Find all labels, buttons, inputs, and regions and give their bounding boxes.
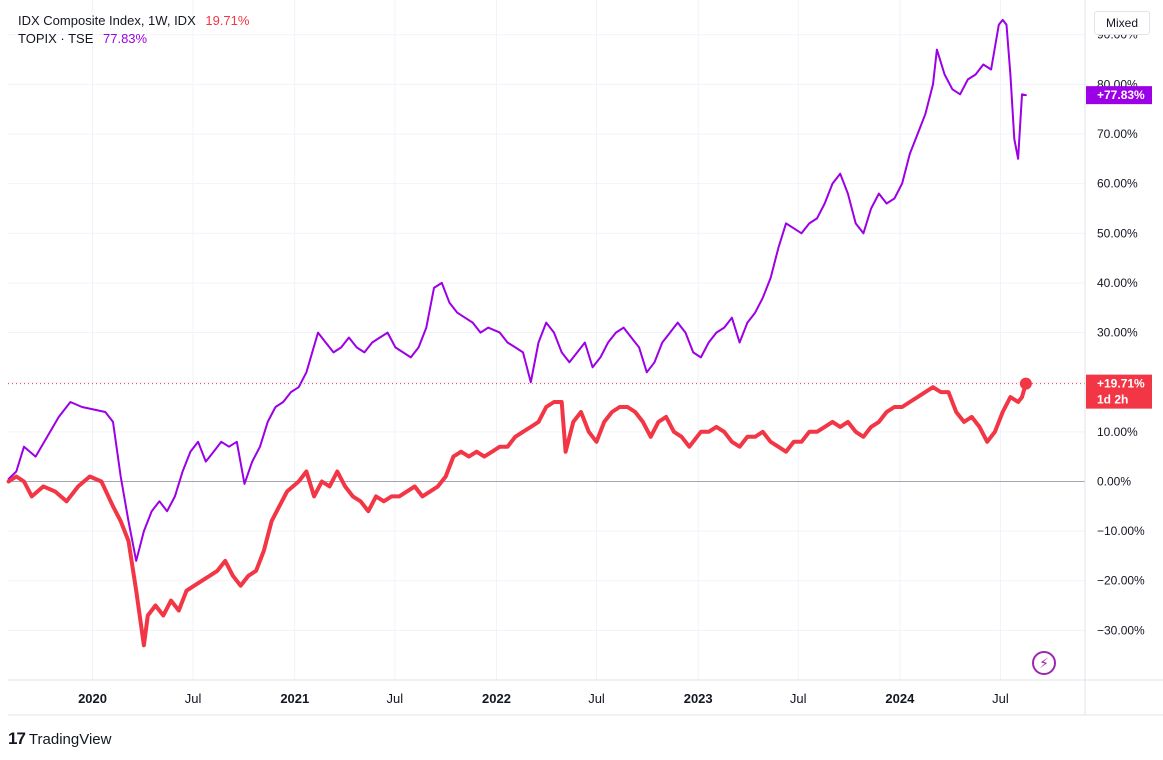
legend: IDX Composite Index, 1W, IDX 19.71% TOPI… [18, 12, 249, 48]
topix-price-badge [1086, 86, 1152, 105]
legend-topix-name: TOPIX · TSE [18, 31, 94, 46]
series-line-idx [6, 381, 1028, 648]
axes: 90.00%80.00%70.00%60.00%50.00%40.00%30.0… [8, 0, 1163, 716]
tradingview-logo-icon: 17 [8, 729, 26, 748]
y-tick-label: 40.00% [1097, 276, 1138, 290]
idx-badge-sublabel: 1d 2h [1097, 393, 1128, 407]
legend-idx-name: IDX Composite Index, 1W, IDX [18, 13, 196, 28]
x-tick-label: Jul [992, 691, 1009, 706]
series-layer [6, 18, 1085, 648]
topix-badge-label: +77.83% [1097, 88, 1145, 102]
y-tick-label: −10.00% [1097, 524, 1145, 538]
series-line-topix [7, 18, 1027, 562]
x-tick-label: 2021 [280, 691, 309, 706]
legend-idx-value: 19.71% [205, 13, 250, 28]
x-tick-label: 2023 [684, 691, 713, 706]
x-tick-label: 2024 [885, 691, 915, 706]
idx-price-badge [1086, 374, 1152, 409]
price-badges: +77.83% +19.71% 1d 2h [1086, 86, 1152, 409]
x-tick-label: Jul [387, 691, 404, 706]
y-tick-label: −20.00% [1097, 574, 1145, 588]
x-tick-label: Jul [185, 691, 202, 706]
x-tick-label: 2020 [78, 691, 107, 706]
idx-last-point [1019, 377, 1032, 390]
lightning-icon[interactable]: ⚡ [1032, 651, 1056, 675]
legend-row-topix[interactable]: TOPIX · TSE 77.83% [18, 30, 249, 48]
legend-topix-value: 77.83% [103, 31, 148, 46]
y-tick-label: −30.00% [1097, 623, 1145, 637]
x-tick-label: Jul [588, 691, 605, 706]
y-tick-label: 60.00% [1097, 177, 1138, 191]
x-tick-label: Jul [790, 691, 807, 706]
brand-name: TradingView [28, 730, 112, 748]
legend-row-idx[interactable]: IDX Composite Index, 1W, IDX 19.71% [18, 12, 249, 30]
grid [8, 0, 1085, 680]
tradingview-brand[interactable]: 17 TradingView [8, 729, 111, 749]
idx-badge-label: +19.71% [1097, 377, 1145, 391]
y-tick-label: 70.00% [1097, 127, 1138, 141]
y-tick-label: 30.00% [1097, 326, 1138, 340]
scale-mode-button[interactable]: Mixed [1094, 11, 1150, 35]
x-tick-label: 2022 [482, 691, 511, 706]
y-tick-label: 10.00% [1097, 425, 1138, 439]
y-tick-label: 0.00% [1097, 474, 1131, 488]
y-tick-label: 50.00% [1097, 226, 1138, 240]
